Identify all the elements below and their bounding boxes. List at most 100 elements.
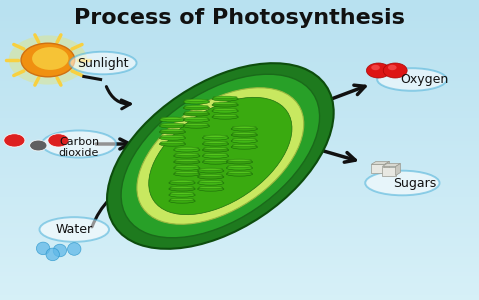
Ellipse shape — [169, 187, 195, 191]
Ellipse shape — [202, 136, 229, 140]
Bar — [0, 98, 479, 101]
Bar — [0, 49, 479, 52]
Bar — [0, 266, 479, 270]
Ellipse shape — [204, 141, 228, 143]
Bar — [0, 184, 479, 188]
Bar — [0, 248, 479, 251]
Ellipse shape — [175, 147, 199, 149]
Ellipse shape — [199, 186, 223, 189]
Ellipse shape — [199, 168, 223, 170]
Ellipse shape — [39, 217, 109, 242]
Ellipse shape — [226, 166, 253, 170]
Bar — [0, 274, 479, 278]
Circle shape — [32, 47, 68, 70]
Circle shape — [9, 35, 87, 85]
Bar — [0, 202, 479, 206]
Ellipse shape — [231, 139, 257, 143]
Ellipse shape — [232, 126, 256, 128]
Ellipse shape — [232, 138, 256, 140]
Ellipse shape — [197, 187, 224, 191]
Bar — [0, 180, 479, 184]
Bar — [0, 191, 479, 195]
Bar — [0, 161, 479, 165]
Ellipse shape — [231, 127, 257, 131]
Text: Sunlight: Sunlight — [77, 56, 129, 70]
Ellipse shape — [173, 172, 200, 176]
Bar — [0, 165, 479, 169]
Ellipse shape — [183, 118, 209, 122]
Bar — [0, 116, 479, 120]
Circle shape — [388, 65, 397, 70]
Circle shape — [21, 43, 75, 77]
Bar — [0, 56, 479, 60]
Ellipse shape — [213, 102, 237, 104]
Ellipse shape — [184, 111, 208, 113]
Polygon shape — [371, 161, 389, 164]
Bar — [0, 0, 479, 4]
Ellipse shape — [42, 130, 116, 158]
Bar — [0, 218, 479, 221]
Bar — [0, 199, 479, 203]
Bar — [0, 109, 479, 112]
Bar — [0, 41, 479, 45]
Bar — [0, 154, 479, 158]
Ellipse shape — [204, 153, 228, 155]
Bar — [0, 146, 479, 150]
Bar — [0, 22, 479, 26]
Circle shape — [4, 134, 25, 147]
Bar — [0, 210, 479, 214]
Ellipse shape — [170, 192, 194, 194]
Bar — [0, 150, 479, 154]
Ellipse shape — [202, 148, 229, 152]
Bar — [0, 128, 479, 131]
Ellipse shape — [226, 172, 253, 176]
Ellipse shape — [173, 154, 200, 158]
Text: Sugars: Sugars — [393, 176, 436, 190]
Bar — [0, 158, 479, 161]
Ellipse shape — [213, 114, 237, 117]
Bar — [0, 135, 479, 139]
Bar — [371, 164, 385, 173]
Bar — [0, 86, 479, 90]
Bar — [0, 11, 479, 15]
Bar — [0, 68, 479, 71]
Ellipse shape — [160, 123, 184, 125]
Circle shape — [383, 63, 407, 78]
Bar — [0, 262, 479, 266]
Ellipse shape — [36, 242, 50, 255]
Ellipse shape — [231, 145, 257, 149]
Circle shape — [48, 134, 69, 147]
Ellipse shape — [228, 159, 251, 161]
Ellipse shape — [173, 160, 200, 164]
Ellipse shape — [184, 105, 208, 107]
Ellipse shape — [159, 136, 186, 140]
Bar — [0, 195, 479, 199]
Ellipse shape — [197, 181, 224, 185]
Bar — [0, 229, 479, 232]
Ellipse shape — [53, 244, 67, 257]
Ellipse shape — [212, 103, 238, 107]
Ellipse shape — [69, 52, 137, 74]
Bar — [0, 285, 479, 289]
Bar — [0, 26, 479, 30]
Ellipse shape — [213, 96, 237, 98]
Ellipse shape — [169, 181, 195, 185]
Ellipse shape — [231, 133, 257, 137]
Ellipse shape — [232, 132, 256, 134]
Ellipse shape — [169, 199, 195, 203]
Ellipse shape — [212, 97, 238, 101]
Bar — [0, 120, 479, 124]
Ellipse shape — [175, 159, 199, 161]
Bar — [0, 45, 479, 49]
Ellipse shape — [212, 109, 238, 113]
Ellipse shape — [159, 130, 186, 134]
Bar — [382, 167, 396, 176]
Ellipse shape — [199, 174, 223, 176]
Ellipse shape — [169, 193, 195, 197]
Ellipse shape — [204, 135, 228, 137]
Ellipse shape — [377, 68, 446, 91]
Bar — [0, 244, 479, 248]
Ellipse shape — [183, 100, 209, 104]
Bar — [0, 225, 479, 229]
Ellipse shape — [183, 106, 209, 110]
